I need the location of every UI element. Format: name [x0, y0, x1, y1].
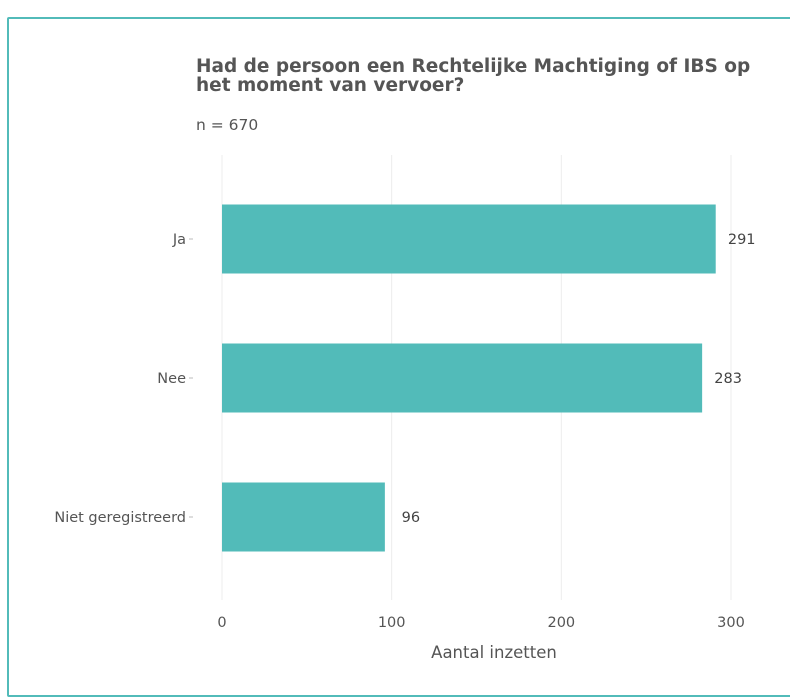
bars	[222, 204, 716, 552]
data-label-niet-geregistreerd: 96	[402, 510, 420, 526]
x-tick-label-300: 300	[717, 615, 745, 631]
bar-ja	[222, 204, 716, 274]
bar-niet-geregistreerd	[222, 482, 385, 552]
x-tick-label-0: 0	[217, 615, 226, 631]
x-tick-label-200: 200	[547, 615, 575, 631]
y-tick-label-ja: Ja	[172, 232, 186, 248]
bar-nee	[222, 343, 703, 413]
data-label-ja: 291	[728, 232, 756, 248]
y-tick-label-niet-geregistreerd: Niet geregistreerd	[54, 510, 186, 526]
y-axis: Ja Nee Niet geregistreerd	[54, 232, 193, 526]
x-tick-label-100: 100	[378, 615, 406, 631]
x-axis-title: Aantal inzetten	[431, 643, 557, 662]
bar-chart: 291 283 96 Ja Nee Niet geregistreerd 0 100 200…	[54, 155, 756, 662]
x-axis: 0 100 200 300	[217, 615, 744, 631]
y-tick-label-nee: Nee	[157, 371, 186, 387]
data-labels: 291 283 96	[402, 232, 756, 526]
chart-subtitle: n = 670	[196, 116, 259, 134]
data-label-nee: 283	[714, 371, 742, 387]
chart-title: Had de persoon een Rechtelijke Machtigin…	[196, 56, 751, 96]
